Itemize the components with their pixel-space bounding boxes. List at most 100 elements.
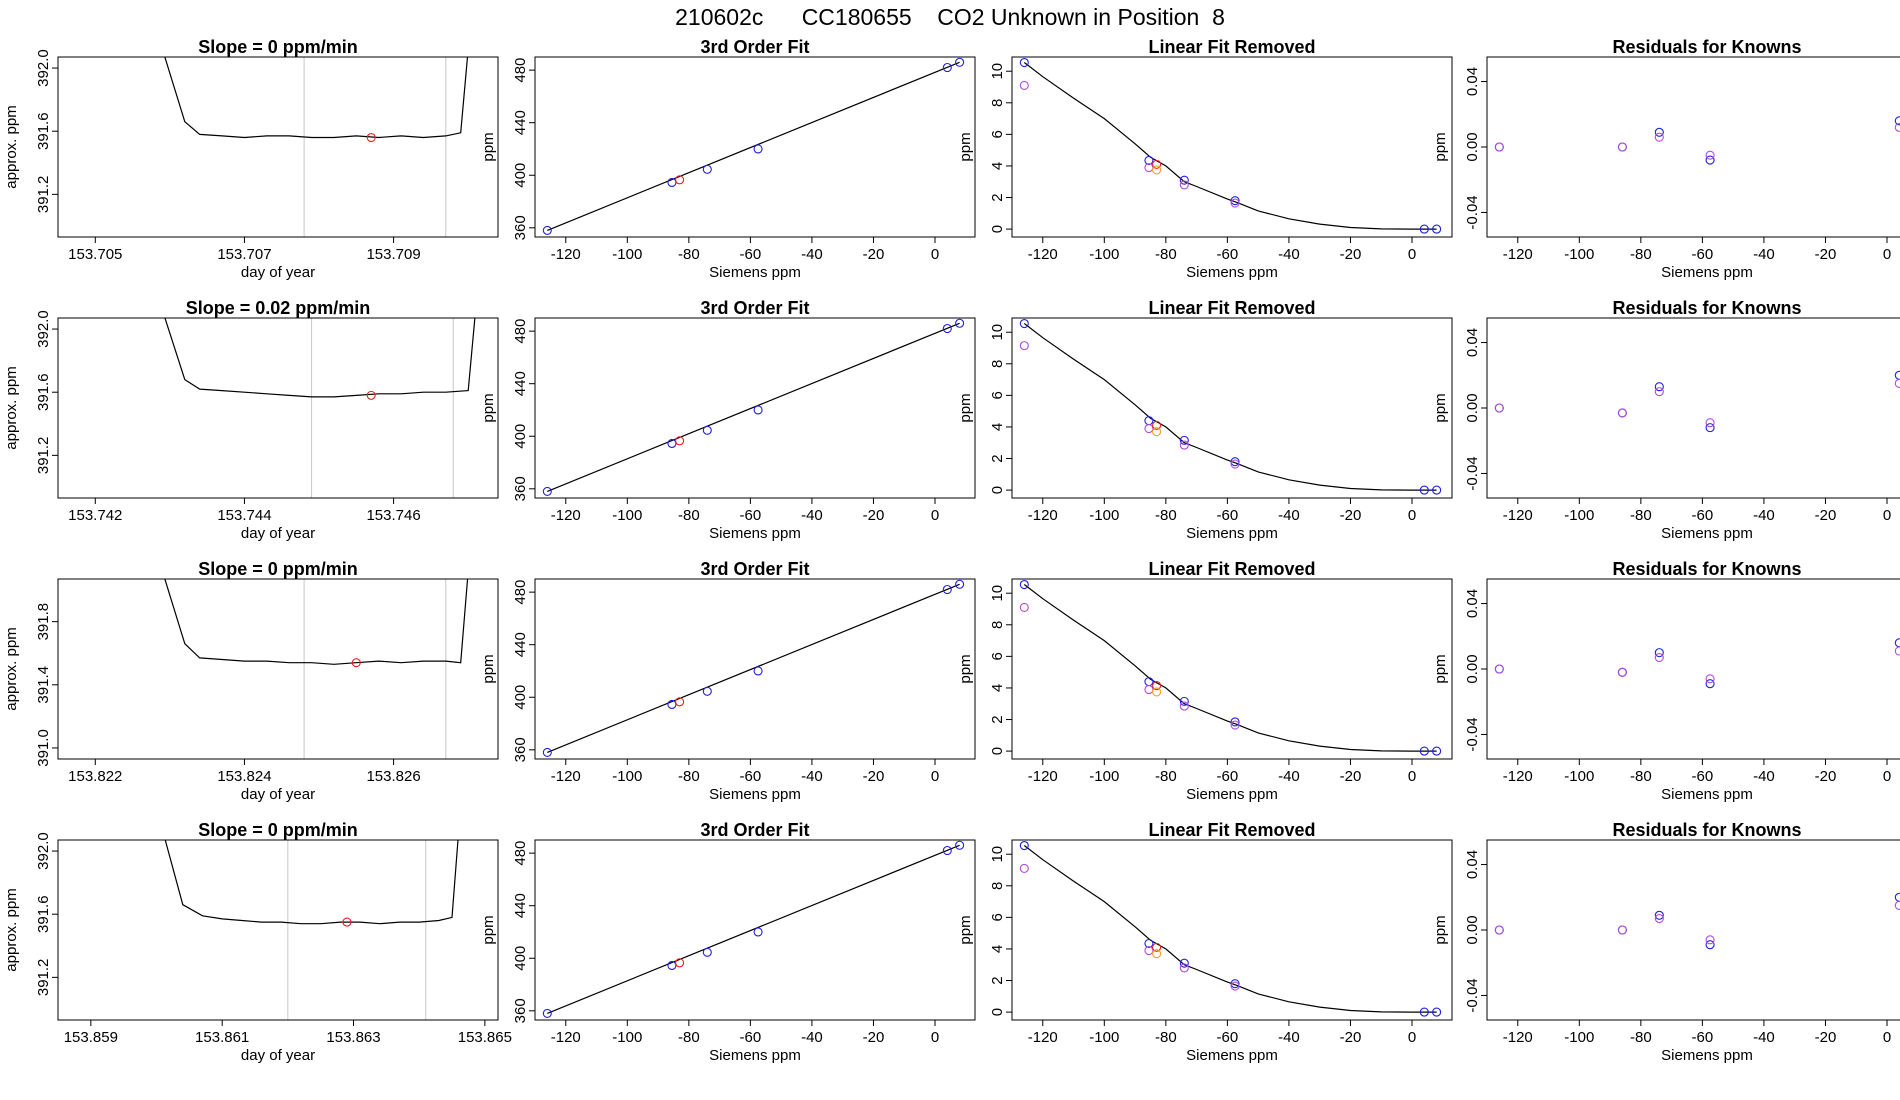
x-tick-label: -80 (1155, 768, 1177, 785)
y-axis-label: ppm (1432, 393, 1449, 422)
y-tick-label: 6 (989, 130, 1006, 138)
marker-known (1705, 155, 1715, 165)
x-tick-label: -20 (1340, 768, 1362, 785)
panel-4-3: Linear Fit Removed -120 -100 -80 -60 -40 -20 0 0… (957, 820, 1453, 1064)
marker-alt_a (1179, 180, 1189, 190)
marker-known (542, 747, 552, 757)
marker-known (753, 144, 763, 154)
marker-known (1019, 579, 1029, 590)
x-tick-label: 153.824 (217, 768, 271, 785)
x-tick-label: -20 (1815, 246, 1837, 263)
panel-2-1: Slope = 0.02 ppm/min 153.742 153.744 153.74… (3, 298, 499, 542)
marker-alt_b (1152, 949, 1162, 959)
series-line-fit (547, 61, 960, 231)
y-tick-label: -0.04 (1464, 456, 1481, 490)
marker-alt_a (1705, 935, 1715, 945)
x-tick-label: 0 (931, 768, 939, 785)
y-tick-label: 0 (989, 225, 1006, 233)
x-tick-label: -80 (678, 246, 700, 263)
marker-known (1654, 648, 1664, 658)
x-tick-label: -60 (1217, 768, 1239, 785)
y-tick-label: 6 (989, 652, 1006, 660)
x-tick-label: 153.705 (68, 246, 122, 263)
y-axis-label: ppm (957, 132, 974, 161)
marker-known (753, 666, 763, 676)
marker-known (702, 425, 712, 435)
y-tick-label: 2 (989, 193, 1006, 201)
x-tick-label: -120 (1028, 768, 1058, 785)
y-tick-label: 0 (989, 486, 1006, 494)
panel-1-2: 3rd Order Fit -120 -100 -80 -60 -40 -20 0 360 400… (480, 37, 976, 281)
x-tick-label: -60 (1692, 768, 1714, 785)
x-axis-label: Siemens ppm (1661, 525, 1753, 542)
marker-alt_a (1230, 981, 1240, 991)
x-tick-label: -20 (863, 768, 885, 785)
panel-title: Slope = 0 ppm/min (198, 820, 358, 840)
y-axis-label: ppm (480, 132, 497, 161)
y-axis-label: ppm (1432, 915, 1449, 944)
x-tick-label: -40 (1753, 768, 1775, 785)
x-tick-label: 0 (1883, 1029, 1891, 1046)
x-tick-label: 0 (1883, 768, 1891, 785)
x-tick-label: -40 (1278, 246, 1300, 263)
y-tick-label: 392.0 (35, 310, 52, 348)
y-tick-label: 440 (512, 371, 529, 396)
panel-title: Slope = 0.02 ppm/min (186, 298, 371, 318)
x-tick-label: -120 (551, 246, 581, 263)
panel-title: Slope = 0 ppm/min (198, 559, 358, 579)
y-tick-label: 400 (512, 163, 529, 188)
y-tick-label: 4 (989, 945, 1006, 953)
panel-title: 3rd Order Fit (700, 559, 809, 579)
y-tick-label: 8 (989, 360, 1006, 368)
marker-unknown (351, 658, 361, 668)
marker-unknown (675, 697, 685, 707)
panel-2-2: 3rd Order Fit -120 -100 -80 -60 -40 -20 0 360 400… (480, 298, 976, 542)
x-tick-label: -100 (612, 1029, 642, 1046)
marker-known (1432, 746, 1442, 756)
marker-known (1654, 127, 1664, 137)
series-line-trace (164, 579, 469, 665)
marker-alt_a (1179, 440, 1189, 450)
x-tick-label: -100 (1564, 1029, 1594, 1046)
marker-alt_a (1230, 459, 1240, 469)
series-line-trace (164, 840, 459, 925)
series-line-curve (1023, 845, 1437, 1013)
y-tick-label: 391.6 (35, 895, 52, 933)
x-tick-label: 153.742 (68, 507, 122, 524)
marker-alt_a (1494, 403, 1504, 413)
marker-alt_a (1705, 674, 1715, 684)
x-tick-label: -40 (801, 768, 823, 785)
y-tick-label: 480 (512, 580, 529, 605)
y-axis-label: ppm (957, 393, 974, 422)
series-line-fit (547, 583, 960, 753)
x-tick-label: -20 (1340, 246, 1362, 263)
y-tick-label: -0.04 (1464, 717, 1481, 751)
marker-alt_a (1019, 341, 1029, 351)
panel-title: Linear Fit Removed (1148, 820, 1315, 840)
marker-alt_a (1230, 720, 1240, 730)
y-tick-label: 0.00 (1464, 132, 1481, 161)
y-tick-label: 2 (989, 976, 1006, 984)
marker-alt_a (1617, 142, 1627, 152)
x-axis-label: day of year (241, 1047, 315, 1064)
series-line-curve (1023, 584, 1437, 752)
marker-alt_a (1894, 900, 1900, 911)
x-tick-label: -40 (1278, 768, 1300, 785)
marker-known (1894, 638, 1900, 648)
panel-title: Slope = 0 ppm/min (198, 37, 358, 57)
y-tick-label: 10 (989, 324, 1006, 341)
marker-known (1179, 435, 1189, 445)
marker-known (955, 579, 965, 589)
marker-unknown (675, 436, 685, 446)
series-line-fit (547, 322, 960, 492)
marker-known (753, 405, 763, 415)
x-tick-label: -20 (1340, 507, 1362, 524)
marker-alt_a (1019, 80, 1029, 90)
y-axis-label: approx. ppm (3, 627, 20, 710)
marker-known (955, 840, 965, 850)
x-tick-label: -100 (1089, 246, 1119, 263)
x-tick-label: -40 (1753, 246, 1775, 263)
marker-alt_a (1654, 387, 1664, 397)
marker-known (542, 486, 552, 496)
panel-frame (534, 839, 976, 1021)
